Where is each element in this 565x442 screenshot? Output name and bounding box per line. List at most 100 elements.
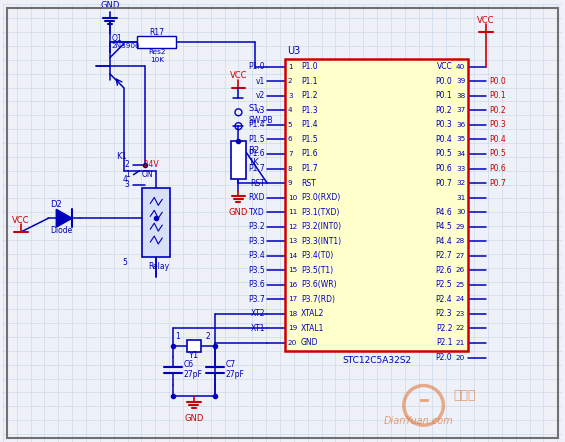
Text: 9: 9: [288, 180, 293, 186]
Text: P2.6: P2.6: [436, 266, 453, 275]
Bar: [187, 340, 201, 352]
Text: 17: 17: [288, 297, 297, 302]
Bar: [231, 141, 246, 179]
Text: VCC: VCC: [477, 16, 495, 25]
Text: 32: 32: [456, 180, 465, 186]
Text: XT2: XT2: [251, 309, 265, 318]
Text: P4.6: P4.6: [436, 208, 453, 217]
Text: 4: 4: [288, 107, 293, 113]
Text: P0.5: P0.5: [489, 149, 506, 159]
Text: P0.3: P0.3: [436, 120, 453, 130]
Bar: [285, 59, 468, 351]
Text: VCC: VCC: [12, 216, 29, 225]
Text: P3.2: P3.2: [249, 222, 265, 231]
Text: GND: GND: [229, 208, 248, 217]
Text: XTAL1: XTAL1: [301, 324, 324, 333]
Text: 15: 15: [288, 267, 297, 273]
Text: 3: 3: [288, 93, 293, 99]
Text: K1: K1: [116, 152, 127, 161]
Text: P3.3(INT1): P3.3(INT1): [301, 237, 341, 246]
Text: P0.7: P0.7: [489, 179, 506, 187]
Text: P2.2: P2.2: [436, 324, 453, 333]
Text: P0.0: P0.0: [436, 77, 453, 86]
Text: P1.0: P1.0: [301, 62, 318, 71]
Text: P4.4: P4.4: [436, 237, 453, 246]
Text: GND: GND: [301, 339, 318, 347]
Text: 27pF: 27pF: [225, 370, 245, 379]
Text: P1.0: P1.0: [249, 62, 265, 71]
Text: RXD: RXD: [249, 193, 265, 202]
Text: RST: RST: [250, 179, 265, 187]
Text: P3.0(RXD): P3.0(RXD): [301, 193, 340, 202]
Text: 10: 10: [288, 194, 297, 201]
Text: C7: C7: [225, 360, 236, 369]
Text: 1: 1: [125, 170, 129, 179]
Text: P1.2: P1.2: [301, 91, 318, 100]
Text: 26: 26: [456, 267, 465, 273]
Text: 25: 25: [456, 282, 465, 288]
Text: 33: 33: [456, 165, 465, 171]
Text: 2N3906: 2N3906: [112, 43, 140, 49]
Text: P0.6: P0.6: [489, 164, 506, 173]
Text: 7: 7: [288, 151, 293, 157]
Text: -24V: -24V: [141, 160, 159, 169]
Text: P1.6: P1.6: [301, 149, 318, 159]
Text: P1.1: P1.1: [301, 77, 318, 86]
Text: Y1: Y1: [188, 351, 198, 360]
Text: 18: 18: [288, 311, 297, 317]
Text: v1: v1: [256, 77, 265, 86]
Text: 40: 40: [456, 64, 465, 70]
Text: P0.7: P0.7: [436, 179, 453, 187]
Text: P0.6: P0.6: [436, 164, 453, 173]
Text: 3: 3: [125, 180, 129, 189]
Text: Q1: Q1: [112, 34, 123, 42]
Text: 27: 27: [456, 253, 465, 259]
Text: R17: R17: [149, 27, 164, 37]
Text: P1.4: P1.4: [249, 120, 265, 130]
Text: RST: RST: [301, 179, 316, 187]
Text: P3.7(RD): P3.7(RD): [301, 295, 335, 304]
Bar: [142, 187, 170, 257]
Text: P3.2(INT0): P3.2(INT0): [301, 222, 341, 231]
Text: 6: 6: [288, 137, 293, 142]
Text: 35: 35: [456, 137, 465, 142]
Text: GND: GND: [100, 1, 119, 10]
Text: P2.3: P2.3: [436, 309, 453, 318]
Text: P1.7: P1.7: [301, 164, 318, 173]
Text: P2.5: P2.5: [436, 280, 453, 290]
Text: 2: 2: [288, 78, 293, 84]
Text: P3.7: P3.7: [249, 295, 265, 304]
Text: 37: 37: [456, 107, 465, 113]
Text: 16: 16: [288, 282, 297, 288]
Text: P3.3: P3.3: [249, 237, 265, 246]
Text: Diode: Diode: [50, 225, 72, 235]
Text: 2: 2: [125, 160, 129, 169]
Text: STC12C5A32S2: STC12C5A32S2: [342, 356, 411, 365]
Text: P1.4: P1.4: [301, 120, 318, 130]
Text: 10K: 10K: [150, 57, 164, 63]
Text: v3: v3: [256, 106, 265, 115]
Text: 13: 13: [288, 238, 297, 244]
Text: 20: 20: [288, 340, 297, 346]
Text: P2.4: P2.4: [436, 295, 453, 304]
Text: 电源网: 电源网: [453, 389, 476, 402]
Text: 23: 23: [456, 311, 465, 317]
Text: P0.3: P0.3: [489, 120, 506, 130]
Text: 11: 11: [288, 209, 297, 215]
Text: ON: ON: [141, 170, 153, 179]
Text: P0.5: P0.5: [436, 149, 453, 159]
Text: 21: 21: [456, 340, 465, 346]
Text: P0.4: P0.4: [489, 135, 506, 144]
Text: R2: R2: [249, 146, 259, 156]
Text: 38: 38: [456, 93, 465, 99]
Text: TXD: TXD: [249, 208, 265, 217]
Text: 1K: 1K: [249, 158, 259, 167]
Text: GND: GND: [184, 414, 203, 423]
Text: Res2: Res2: [148, 49, 166, 55]
Text: 8: 8: [288, 165, 293, 171]
Text: P1.7: P1.7: [249, 164, 265, 173]
Text: P0.1: P0.1: [489, 91, 506, 100]
Text: S1: S1: [249, 104, 259, 113]
Text: 31: 31: [456, 194, 465, 201]
Text: C6: C6: [184, 360, 194, 369]
